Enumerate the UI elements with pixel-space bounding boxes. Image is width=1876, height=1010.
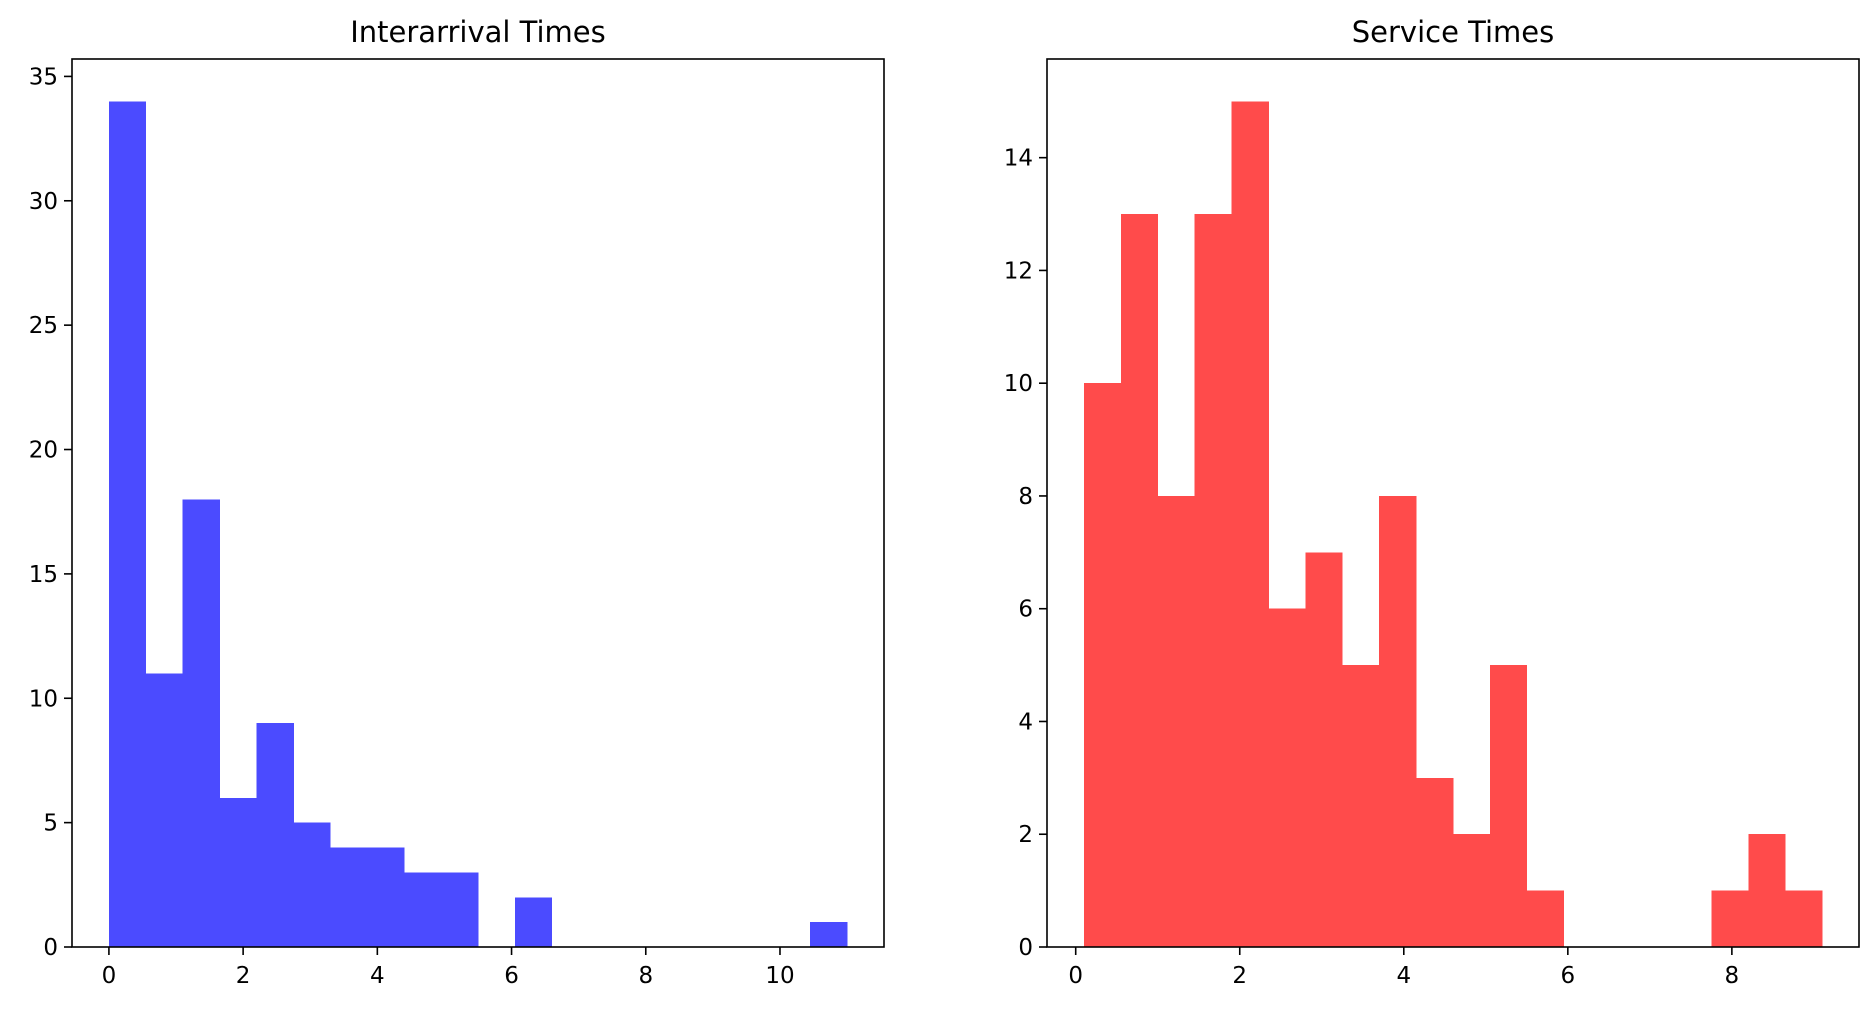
bar xyxy=(1194,214,1232,948)
y-tick-label: 0 xyxy=(1018,935,1033,961)
bar xyxy=(1305,552,1343,947)
bar xyxy=(182,499,220,947)
chart-title: Service Times xyxy=(1352,15,1554,49)
bar xyxy=(514,897,553,947)
y-tick-label: 20 xyxy=(29,438,58,464)
ticks: 0 2 4 6 8 10 0 5 10 15 20 25 30 35 xyxy=(29,64,795,989)
bar xyxy=(1231,101,1269,948)
y-tick-label: 15 xyxy=(29,562,58,588)
x-tick-label: 6 xyxy=(504,963,519,989)
bar xyxy=(404,872,442,947)
x-tick-label: 0 xyxy=(1068,963,1083,989)
bar xyxy=(1120,214,1159,948)
bar xyxy=(1711,890,1749,947)
bar xyxy=(810,922,848,947)
bar xyxy=(367,847,405,947)
y-tick-label: 30 xyxy=(29,189,58,215)
bar xyxy=(1157,495,1195,947)
y-tick-label: 14 xyxy=(1004,146,1033,172)
y-tick-label: 10 xyxy=(1004,371,1033,397)
bar xyxy=(1785,890,1823,947)
bar xyxy=(1083,383,1122,947)
y-tick-label: 4 xyxy=(1018,709,1033,735)
chart-title: Interarrival Times xyxy=(350,15,606,49)
bars xyxy=(108,101,848,948)
bar xyxy=(219,797,257,947)
x-tick-label: 2 xyxy=(1232,963,1247,989)
bars xyxy=(1083,101,1823,948)
bar xyxy=(1489,665,1528,947)
y-tick-label: 35 xyxy=(29,64,58,90)
y-tick-label: 2 xyxy=(1018,822,1033,848)
x-tick-label: 0 xyxy=(102,963,117,989)
x-tick-label: 4 xyxy=(1396,963,1411,989)
y-tick-label: 12 xyxy=(1004,258,1033,284)
y-tick-label: 5 xyxy=(43,811,58,837)
bar xyxy=(1526,890,1565,947)
y-tick-label: 0 xyxy=(43,935,58,961)
service-histogram: Service Times 0 2 4 6 8 0 2 4 6 8 10 12 14 xyxy=(1004,15,1860,989)
axes-frame xyxy=(71,58,885,948)
y-tick-label: 8 xyxy=(1018,484,1033,510)
interarrival-histogram: Interarrival Times 0 2 4 6 8 10 0 5 10 15 20 25 30 35 xyxy=(29,15,885,989)
bar xyxy=(1379,495,1417,947)
x-tick-label: 8 xyxy=(1725,963,1740,989)
y-tick-label: 10 xyxy=(29,686,58,712)
y-tick-label: 6 xyxy=(1018,597,1033,623)
bar xyxy=(330,847,368,947)
axes-frame xyxy=(1046,58,1860,948)
bar xyxy=(1268,608,1306,947)
x-tick-label: 4 xyxy=(370,963,385,989)
bar xyxy=(441,872,479,947)
bar xyxy=(293,822,331,947)
x-tick-label: 8 xyxy=(638,963,653,989)
bar xyxy=(1748,834,1786,947)
bar xyxy=(1453,834,1491,947)
x-tick-label: 6 xyxy=(1561,963,1576,989)
ticks: 0 2 4 6 8 0 2 4 6 8 10 12 14 xyxy=(1004,146,1739,989)
y-tick-label: 25 xyxy=(29,313,58,339)
bar xyxy=(256,723,294,947)
bar xyxy=(145,673,184,947)
bar xyxy=(1416,777,1454,947)
x-tick-label: 2 xyxy=(236,963,251,989)
bar xyxy=(1342,665,1380,947)
x-tick-label: 10 xyxy=(765,963,794,989)
bar xyxy=(108,101,147,948)
